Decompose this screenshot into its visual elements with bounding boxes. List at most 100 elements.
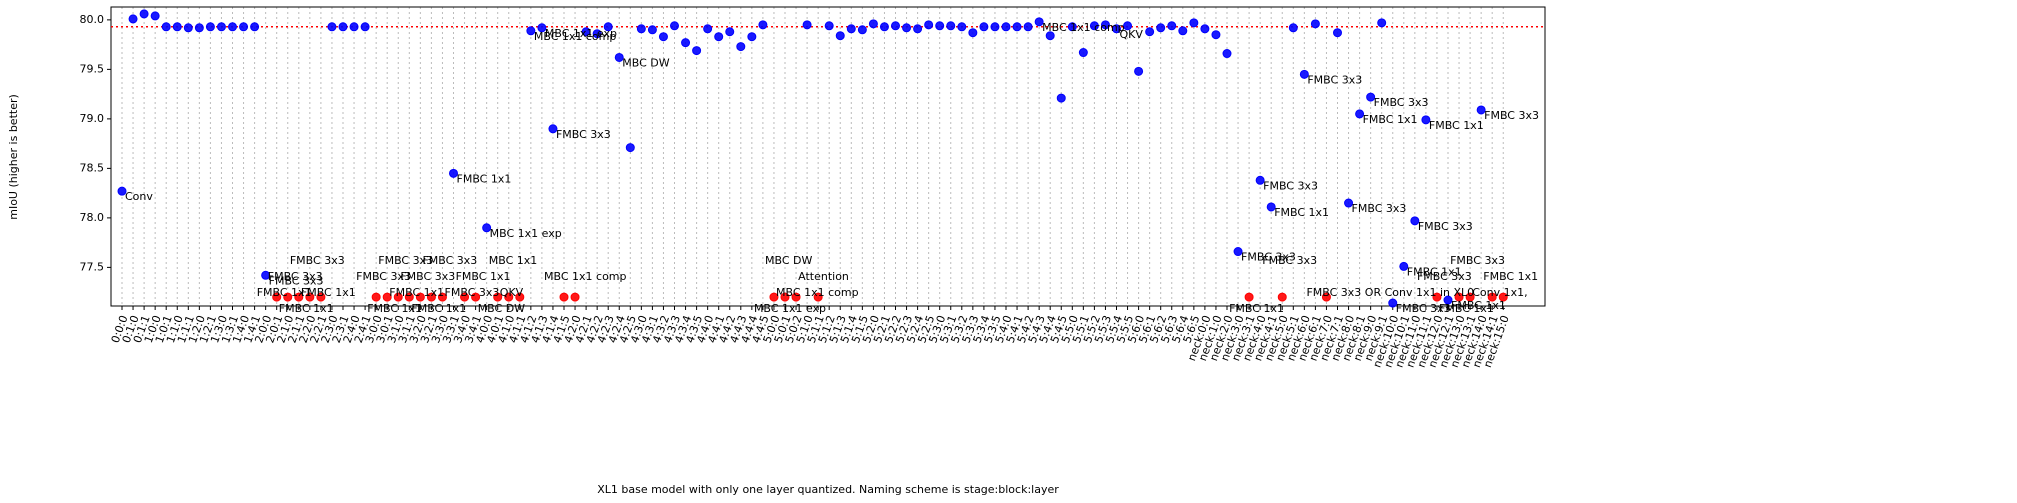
annotation: FMBC 1x1 — [1483, 270, 1538, 283]
point — [769, 292, 779, 302]
point — [305, 292, 315, 302]
point — [150, 11, 160, 21]
point — [404, 292, 414, 302]
annotation: MBC 1x1 comp — [776, 286, 859, 299]
annotation: FMBC 1x1 — [1429, 119, 1484, 132]
annotation: MBC 1x1 exp — [754, 302, 826, 315]
point — [272, 292, 282, 302]
annotation: FMBC 3x3 — [378, 254, 433, 267]
point — [1123, 21, 1133, 31]
annotation: FMBC 3x3 — [1417, 270, 1472, 283]
point — [349, 22, 359, 32]
annotation: FMBC 1x1 — [456, 270, 511, 283]
point — [846, 24, 856, 34]
point — [559, 292, 569, 302]
point — [603, 22, 613, 32]
point — [581, 27, 591, 37]
point — [548, 124, 558, 134]
annotation: MBC DW — [478, 302, 525, 315]
point — [183, 23, 193, 33]
point — [1200, 24, 1210, 34]
annotation: FMBC 3x3 — [556, 128, 611, 141]
point — [1421, 115, 1431, 125]
point — [879, 22, 889, 32]
point — [636, 24, 646, 34]
point — [261, 270, 271, 280]
point — [117, 186, 127, 196]
point — [1355, 109, 1365, 119]
point — [526, 26, 536, 36]
point — [139, 9, 149, 19]
point — [161, 22, 171, 32]
point — [592, 29, 602, 39]
annotation: MBC 1x1 — [489, 254, 538, 267]
annotation: FMBC 3x3 — [422, 254, 477, 267]
annotation: QKV — [1120, 28, 1144, 41]
point — [1255, 175, 1265, 185]
point — [449, 168, 458, 178]
point — [172, 22, 182, 32]
annotation: FMBC 3x3 — [1241, 251, 1296, 264]
point — [1333, 28, 1342, 38]
point — [835, 31, 845, 41]
point — [1001, 22, 1011, 32]
point — [935, 21, 945, 31]
point — [681, 38, 691, 48]
annotation: FMBC 3x3 — [1450, 254, 1505, 267]
point — [1233, 247, 1243, 257]
point — [1034, 17, 1044, 27]
point — [504, 292, 514, 302]
point — [1299, 69, 1309, 79]
y-axis-label: mIoU (higher is better) — [7, 94, 20, 220]
y-tick-label: 79.0 — [80, 112, 105, 125]
annotation: MBC 1x1 comp — [1042, 21, 1125, 34]
annotation: FMBC 1x1 — [257, 286, 312, 299]
point — [658, 32, 668, 42]
point — [239, 22, 249, 32]
point — [482, 223, 492, 233]
point — [1056, 93, 1066, 103]
point — [857, 25, 867, 35]
point — [968, 28, 978, 38]
point — [1498, 292, 1508, 302]
point — [1100, 20, 1110, 30]
point — [283, 292, 293, 302]
annotation: FMBC 3x3 — [1262, 254, 1317, 267]
point — [1465, 292, 1475, 302]
point — [1078, 48, 1088, 58]
point — [1321, 292, 1331, 302]
annotation: FMBC 3x3 — [400, 270, 455, 283]
point — [891, 21, 900, 31]
point — [957, 22, 967, 32]
annotation: FMBC 1x1 — [1229, 302, 1284, 315]
point — [1487, 292, 1497, 302]
point — [1112, 24, 1121, 34]
annotation: FMBC 3x3 — [1418, 220, 1473, 233]
point — [625, 143, 635, 153]
point — [802, 20, 812, 30]
point — [1178, 26, 1188, 36]
point — [515, 292, 525, 302]
point — [791, 292, 801, 302]
annotation: FMBC 1x1 — [301, 286, 356, 299]
point — [570, 292, 580, 302]
point — [1211, 30, 1221, 40]
point — [437, 292, 447, 302]
point — [316, 292, 326, 302]
point — [1277, 292, 1287, 302]
annotation: FMBC 3x3 — [1307, 73, 1362, 86]
point — [216, 22, 226, 32]
annotation: FMBC 1x1 — [1274, 206, 1329, 219]
annotation: QKV — [500, 286, 524, 299]
point — [1167, 21, 1177, 31]
point — [1023, 22, 1033, 32]
point — [205, 22, 215, 32]
point — [493, 292, 503, 302]
point — [128, 14, 138, 24]
point — [725, 27, 735, 37]
point — [647, 25, 657, 35]
point — [1045, 31, 1055, 41]
annotation: FMBC 1x1 — [1439, 302, 1494, 315]
point — [1156, 23, 1166, 33]
point — [1145, 27, 1155, 37]
